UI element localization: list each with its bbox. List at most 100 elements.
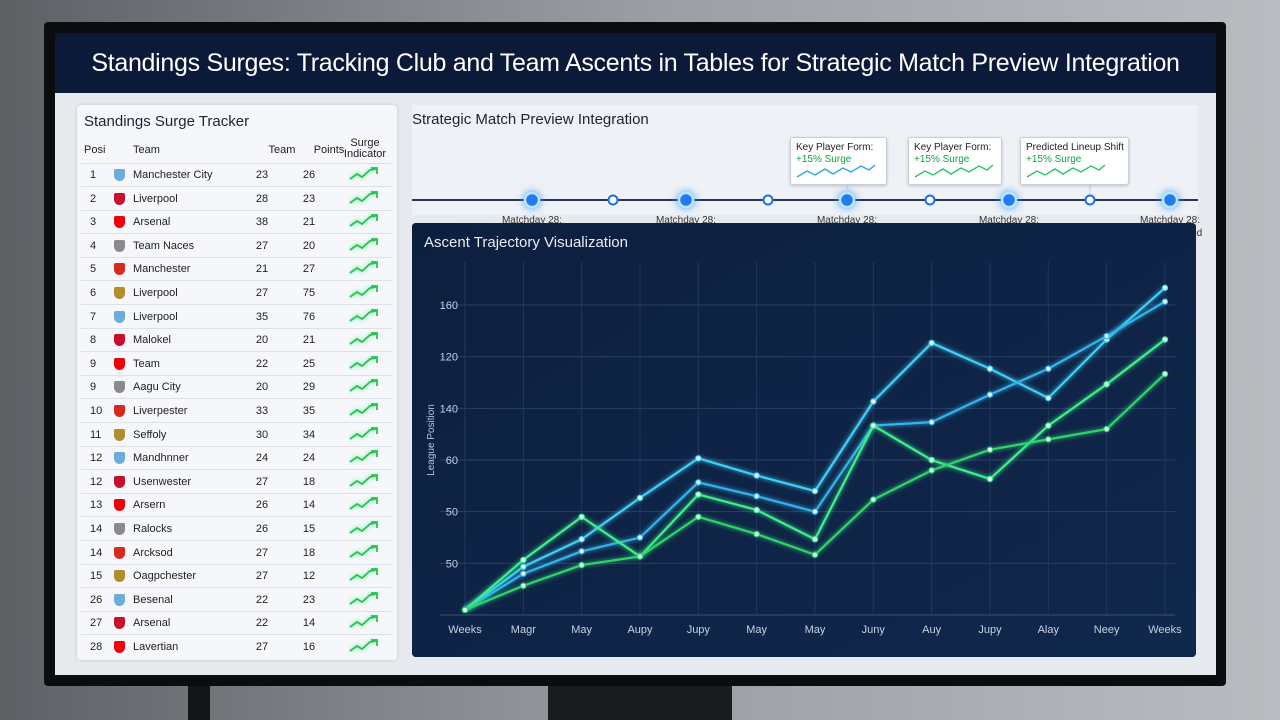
team-name-cell: Liverpool bbox=[133, 192, 178, 205]
points-cell: 26 bbox=[302, 169, 316, 181]
series-point bbox=[578, 513, 585, 521]
y-tick-label: 140 bbox=[440, 403, 458, 415]
series-point bbox=[870, 422, 877, 429]
series-point bbox=[1045, 436, 1052, 443]
team-value-cell: 28 bbox=[255, 192, 269, 205]
series-point bbox=[695, 479, 702, 486]
row-divider bbox=[81, 256, 393, 258]
surge-indicator-icon bbox=[349, 473, 378, 487]
team-name-cell: Arsenal bbox=[133, 216, 171, 229]
header-title: Standings Surges: Tracking Club and Team… bbox=[55, 33, 1216, 93]
team-badge bbox=[114, 617, 125, 630]
team-badge bbox=[114, 381, 125, 394]
surge-indicator-icon bbox=[349, 167, 378, 180]
team-badge bbox=[114, 523, 125, 535]
surge-arrow-head bbox=[371, 190, 378, 198]
team-name-cell: Manchester City bbox=[133, 169, 213, 181]
points-cell: 21 bbox=[302, 216, 316, 229]
timeline-node bbox=[838, 191, 856, 209]
team-name-cell: Besenal bbox=[133, 593, 173, 606]
monitor-stand bbox=[548, 686, 732, 720]
team-value-cell: 22 bbox=[255, 617, 269, 630]
position-cell: 12 bbox=[90, 475, 103, 488]
team-badge bbox=[114, 641, 125, 653]
points-cell: 12 bbox=[302, 570, 316, 583]
series-point bbox=[753, 492, 760, 500]
team-name-cell: Arsern bbox=[133, 499, 166, 512]
team-name-cell: Team bbox=[133, 357, 160, 370]
surge-indicator-icon bbox=[349, 426, 378, 440]
series-point bbox=[1161, 298, 1169, 305]
points-cell: 29 bbox=[302, 381, 316, 394]
series-point bbox=[1103, 425, 1110, 433]
team-value-cell: 21 bbox=[255, 263, 269, 276]
team-name-cell: Liverpool bbox=[133, 287, 178, 299]
position-cell: 14 bbox=[90, 523, 103, 535]
y-tick-label: 50 bbox=[446, 558, 458, 570]
series-point bbox=[928, 339, 935, 347]
surge-arrow bbox=[349, 356, 377, 369]
timeline-node-small bbox=[607, 194, 619, 206]
row-divider bbox=[81, 327, 393, 329]
team-value-cell: 22 bbox=[255, 357, 269, 370]
surge-indicator-icon bbox=[349, 591, 378, 605]
event-label: Matchday 28: bbox=[1139, 215, 1201, 226]
points-cell: 20 bbox=[302, 239, 316, 252]
points-cell: 75 bbox=[302, 287, 316, 299]
points-cell: 24 bbox=[302, 452, 316, 465]
points-cell: 23 bbox=[302, 192, 316, 205]
series-point bbox=[753, 506, 760, 514]
surge-arrow-head bbox=[371, 615, 378, 623]
team-value-cell: 27 bbox=[255, 475, 269, 488]
series-point bbox=[811, 551, 819, 558]
screen: Standings Surges: Tracking Club and Team… bbox=[55, 33, 1216, 675]
position-cell: 15 bbox=[90, 570, 103, 583]
surge-arrow bbox=[349, 309, 377, 322]
series-point bbox=[636, 553, 644, 560]
row-divider bbox=[81, 516, 393, 518]
points-cell: 15 bbox=[302, 523, 316, 535]
surge-indicator-icon bbox=[349, 355, 378, 369]
surge-indicator-icon bbox=[349, 403, 378, 416]
team-value-cell: 24 bbox=[255, 452, 269, 465]
team-badge bbox=[114, 357, 125, 370]
chart-background bbox=[412, 223, 1196, 657]
y-tick-label: 120 bbox=[440, 352, 458, 364]
series-point bbox=[1161, 336, 1169, 343]
x-tick-label: May bbox=[805, 624, 826, 636]
team-badge bbox=[114, 428, 125, 441]
surge-arrow-head bbox=[371, 355, 378, 363]
x-tick-label: Aupy bbox=[627, 624, 653, 636]
surge-arrow-head bbox=[371, 167, 378, 174]
team-name-cell: Manchester bbox=[133, 263, 191, 276]
series-point bbox=[928, 418, 935, 426]
series-point bbox=[753, 530, 760, 538]
series-point bbox=[986, 446, 994, 453]
series-point bbox=[1103, 332, 1110, 340]
points-cell: 23 bbox=[302, 593, 316, 606]
series-point bbox=[870, 398, 877, 405]
series-point bbox=[870, 496, 877, 503]
surge-indicator-icon bbox=[349, 568, 378, 581]
surge-arrow bbox=[349, 333, 377, 345]
row-divider bbox=[81, 492, 393, 494]
surge-arrow-head bbox=[371, 308, 378, 316]
series-point bbox=[986, 391, 994, 398]
series-point bbox=[695, 455, 702, 462]
surge-indicator-icon bbox=[349, 379, 378, 393]
team-value-cell: 27 bbox=[255, 641, 269, 653]
surge-indicator-icon bbox=[349, 261, 378, 275]
surge-arrow-head bbox=[371, 261, 378, 269]
points-cell: 35 bbox=[302, 405, 316, 417]
series-point bbox=[1161, 370, 1169, 378]
surge-arrow bbox=[349, 286, 377, 298]
surge-arrow-head bbox=[371, 403, 378, 410]
timeline-title: Strategic Match Preview Integration bbox=[412, 111, 649, 128]
callout-sparkline bbox=[797, 164, 876, 178]
series-point bbox=[520, 570, 527, 577]
row-divider bbox=[81, 304, 393, 305]
team-badge bbox=[114, 216, 125, 229]
surge-indicator-icon bbox=[349, 450, 378, 463]
team-name-cell: Ralocks bbox=[133, 523, 173, 535]
column-header: Team bbox=[133, 144, 160, 156]
